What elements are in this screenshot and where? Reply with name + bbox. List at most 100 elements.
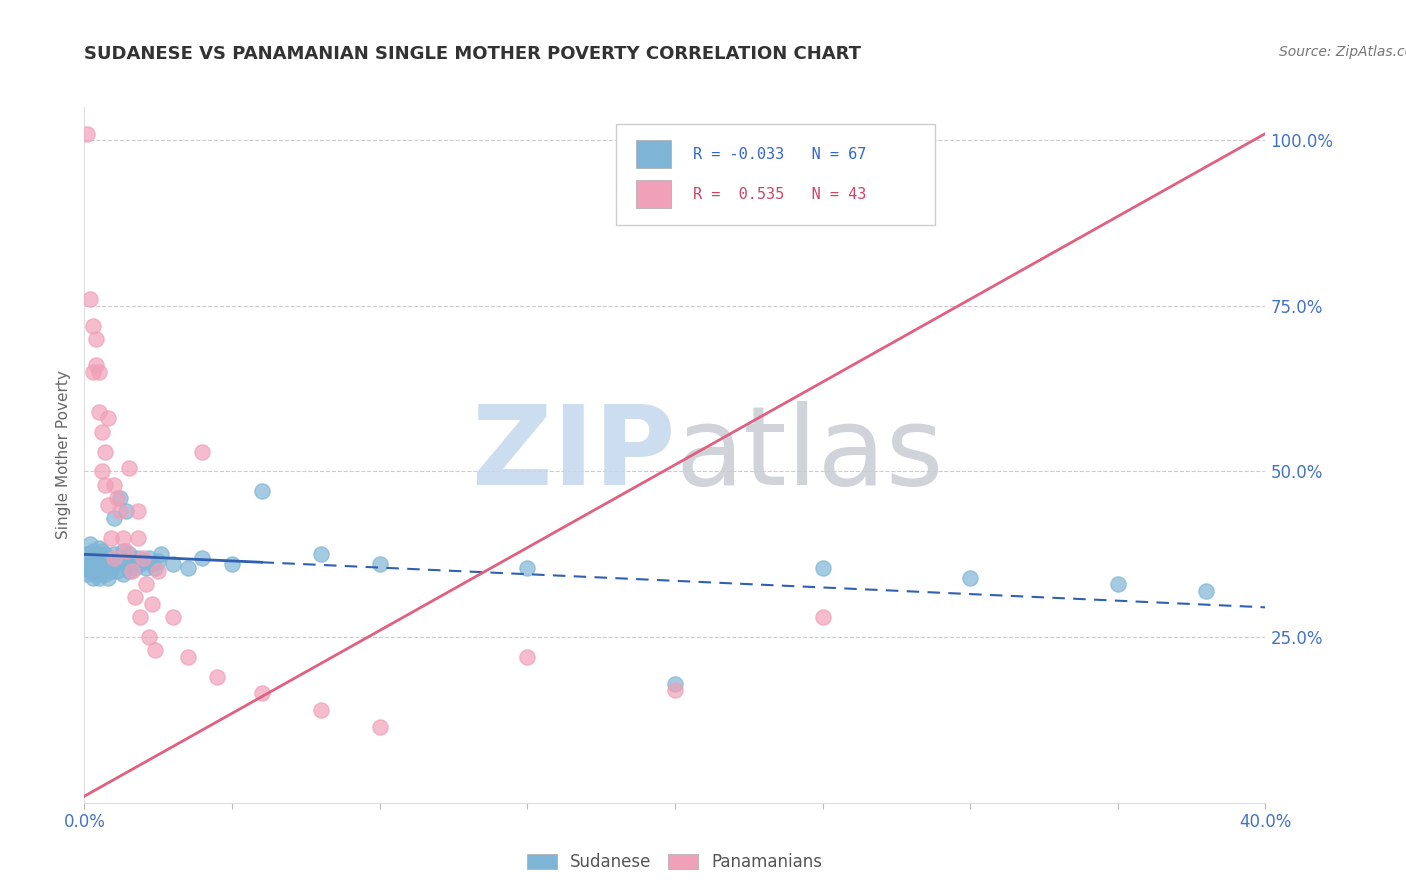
Point (84, 567, 107, 582)
Point (76, 567, 98, 582)
Point (124, 560, 146, 574)
Text: ZIP: ZIP (471, 401, 675, 508)
Point (368, 720, 391, 734)
Point (103, 547, 125, 561)
Point (94, 547, 117, 561)
Point (82, 544, 104, 558)
Point (97, 550, 120, 565)
Point (82, 318, 104, 333)
Point (811, 560, 834, 574)
Point (250, 686, 273, 700)
Point (811, 610, 834, 624)
Point (148, 564, 170, 578)
Point (141, 597, 163, 611)
Point (148, 554, 170, 568)
Point (118, 461, 141, 475)
Point (79, 537, 101, 551)
Point (84, 332, 107, 346)
Point (97, 411, 120, 425)
Point (105, 564, 128, 578)
Point (82, 365, 104, 379)
Point (959, 570, 981, 584)
Point (84, 359, 107, 373)
Point (91, 544, 114, 558)
Point (516, 560, 538, 574)
Point (1195, 583, 1218, 598)
Point (105, 554, 128, 568)
Point (79, 564, 101, 578)
Point (191, 550, 214, 565)
Point (108, 550, 131, 565)
Point (177, 650, 200, 665)
Point (111, 544, 134, 558)
Point (103, 550, 125, 565)
Point (91, 465, 114, 479)
Point (103, 477, 125, 491)
Point (76, 560, 98, 574)
Point (368, 558, 391, 572)
Point (82, 560, 104, 574)
Point (82, 554, 104, 568)
Point (84, 547, 107, 561)
Point (127, 531, 149, 545)
Point (87, 541, 111, 555)
Point (162, 610, 184, 624)
Point (111, 567, 134, 582)
Point (87, 550, 111, 565)
Point (143, 643, 166, 657)
Point (191, 444, 214, 458)
Point (118, 547, 141, 561)
Point (76, 547, 98, 561)
Point (309, 547, 332, 561)
Point (138, 550, 160, 565)
Point (132, 554, 155, 568)
Point (114, 504, 136, 518)
Point (79, 558, 101, 572)
Point (94, 477, 117, 491)
Point (100, 554, 122, 568)
Text: SUDANESE VS PANAMANIAN SINGLE MOTHER POVERTY CORRELATION CHART: SUDANESE VS PANAMANIAN SINGLE MOTHER POV… (84, 45, 862, 62)
Point (250, 484, 273, 499)
Point (91, 425, 114, 439)
Text: R =  0.535   N = 43: R = 0.535 N = 43 (693, 186, 866, 202)
Text: Source: ZipAtlas.com: Source: ZipAtlas.com (1279, 45, 1406, 59)
Point (121, 554, 143, 568)
Point (108, 504, 131, 518)
Point (135, 577, 157, 591)
Point (108, 491, 131, 505)
Point (1107, 577, 1129, 591)
Point (114, 544, 136, 558)
Point (87, 570, 111, 584)
Point (79, 292, 101, 306)
Point (138, 630, 160, 644)
Point (124, 591, 146, 605)
Point (132, 550, 155, 565)
Point (87, 405, 111, 419)
FancyBboxPatch shape (616, 124, 935, 226)
Point (150, 547, 173, 561)
Point (84, 558, 107, 572)
Point (114, 558, 136, 572)
Text: R = -0.033   N = 67: R = -0.033 N = 67 (693, 147, 866, 161)
Legend: Sudanese, Panamanians: Sudanese, Panamanians (520, 847, 830, 878)
Point (103, 558, 125, 572)
Point (103, 511, 125, 525)
Point (516, 650, 538, 665)
Text: atlas: atlas (675, 401, 943, 508)
Point (309, 703, 332, 717)
Point (79, 550, 101, 565)
FancyBboxPatch shape (636, 180, 671, 208)
Point (118, 564, 141, 578)
Y-axis label: Single Mother Poverty: Single Mother Poverty (56, 370, 72, 540)
Point (141, 558, 163, 572)
Point (127, 504, 149, 518)
Point (94, 558, 117, 572)
Point (207, 670, 229, 684)
Point (143, 560, 166, 574)
Point (84, 564, 107, 578)
Point (162, 558, 184, 572)
Point (105, 491, 128, 505)
Point (76, 127, 98, 141)
Point (82, 570, 104, 584)
Point (111, 531, 134, 545)
